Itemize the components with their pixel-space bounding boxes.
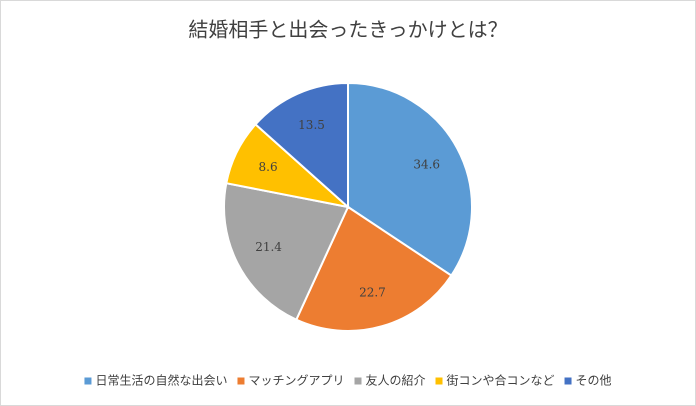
legend-swatch — [237, 377, 245, 385]
legend-swatch — [84, 377, 92, 385]
data-label: 22.7 — [359, 285, 386, 299]
legend-label: 日常生活の自然な出会い — [95, 373, 227, 388]
legend-label: 友人の紹介 — [365, 374, 425, 388]
legend-swatch — [564, 377, 572, 385]
pie-slice — [223, 182, 350, 322]
data-label: 13.5 — [298, 118, 325, 132]
legend-label: 街コンや合コンなど — [447, 373, 555, 388]
legend-label: その他 — [576, 374, 612, 388]
data-label: 21.4 — [255, 240, 282, 254]
data-label: 8.6 — [259, 160, 278, 174]
chart-title: 結婚相手と出会ったきっかけとは？ — [188, 18, 507, 42]
legend-swatch — [435, 377, 443, 385]
legend-label: マッチングアプリ — [248, 374, 344, 388]
pie-slice — [294, 205, 453, 332]
data-label: 34.6 — [413, 157, 440, 171]
pie-slice — [254, 81, 349, 210]
legend-swatch — [354, 377, 362, 385]
